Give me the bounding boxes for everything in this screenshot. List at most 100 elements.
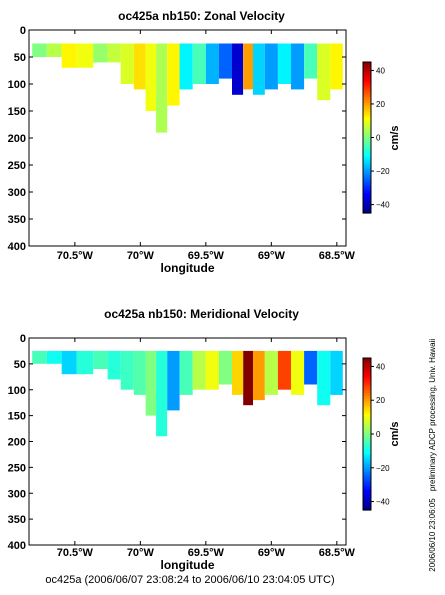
colorbar-tick-label: 40 <box>376 66 385 75</box>
colorbar-segment <box>363 150 371 154</box>
data-bin <box>46 350 62 364</box>
colorbar-segment <box>363 62 371 66</box>
colorbar-segment <box>363 104 371 108</box>
colorbar-segment <box>363 210 371 214</box>
y-tick-label: 400 <box>8 540 26 552</box>
colorbar-segment <box>363 107 371 111</box>
colorbar-segment <box>363 137 371 141</box>
data-bin <box>232 350 244 395</box>
colorbar-segment <box>363 145 371 149</box>
data-bin <box>253 43 265 95</box>
colorbar-segment <box>363 67 371 71</box>
colorbar-segment <box>363 426 371 430</box>
colorbar-tick-label: 40 <box>376 362 385 371</box>
data-bin <box>76 43 94 68</box>
data-bin <box>205 43 219 84</box>
colorbar-segment <box>363 200 371 204</box>
data-bin <box>192 350 206 390</box>
colorbar-segment <box>363 147 371 151</box>
colorbar-segment <box>363 441 371 445</box>
colorbar-segment <box>363 109 371 113</box>
side-note-date: 2006/06/10 23:06:05 <box>428 498 437 572</box>
data-bin <box>61 43 77 68</box>
colorbar-segment <box>363 428 371 433</box>
colorbar-segment <box>363 413 371 417</box>
data-bin <box>179 43 193 90</box>
colorbar-unit-label: cm/s <box>389 125 401 150</box>
colorbar-segment <box>363 502 371 506</box>
y-tick-label: 0 <box>20 333 26 345</box>
chart-title: oc425a nb150: Zonal Velocity <box>118 9 285 23</box>
colorbar-segment <box>363 451 371 455</box>
data-bin <box>145 350 157 416</box>
data-bin <box>76 350 94 375</box>
data-bin <box>120 350 134 390</box>
colorbar-tick-label: 20 <box>376 100 385 109</box>
colorbar-tick-label: 0 <box>376 430 381 439</box>
y-tick-label: 400 <box>8 241 26 253</box>
colorbar-segment <box>363 421 371 425</box>
y-tick-label: 150 <box>8 411 26 423</box>
colorbar-segment <box>363 507 371 511</box>
colorbar-segment <box>363 370 371 374</box>
colorbar-segment <box>363 172 371 176</box>
colorbar-segment <box>363 72 371 76</box>
colorbar-segment <box>363 127 371 131</box>
colorbar-segment <box>363 140 371 144</box>
data-bin <box>205 350 219 390</box>
colorbar-segment <box>363 170 371 174</box>
colorbar-segment <box>363 423 371 427</box>
colorbar-segment <box>363 187 371 191</box>
x-axis-label: longitude <box>161 558 215 572</box>
colorbar-segment <box>363 380 371 384</box>
x-axis-label: longitude <box>161 261 215 275</box>
x-tick-label: 70°W <box>127 547 155 559</box>
y-tick-label: 100 <box>8 385 26 397</box>
y-tick-label: 300 <box>8 488 26 500</box>
data-bin <box>304 350 318 385</box>
x-tick-label: 70.5°W <box>57 547 94 559</box>
colorbar-segment <box>363 64 371 68</box>
footer-time-range: oc425a (2006/06/07 23:08:24 to 2006/06/1… <box>45 574 334 586</box>
colorbar-segment <box>363 454 371 458</box>
data-bin <box>107 43 121 63</box>
colorbar-segment <box>363 504 371 509</box>
colorbar-segment <box>363 77 371 81</box>
chart-title: oc425a nb150: Meridional Velocity <box>104 307 299 321</box>
y-tick-label: 200 <box>8 133 26 145</box>
colorbar-segment <box>363 192 371 196</box>
data-bin <box>93 43 108 63</box>
colorbar-segment <box>363 464 371 468</box>
colorbar-tick-label: 0 <box>376 134 381 143</box>
colorbar-segment <box>363 411 371 415</box>
colorbar-segment <box>363 119 371 123</box>
colorbar-segment <box>363 157 371 161</box>
colorbar-segment <box>363 87 371 91</box>
colorbar-segment <box>363 117 371 121</box>
y-tick-label: 300 <box>8 187 26 199</box>
data-bin <box>133 350 146 395</box>
data-bin <box>232 43 244 95</box>
y-tick-label: 250 <box>8 462 26 474</box>
colorbar-segment <box>363 431 371 435</box>
data-bin <box>291 43 305 90</box>
x-tick-label: 69.5°W <box>188 250 225 262</box>
colorbar-segment <box>363 360 371 364</box>
colorbar-segment <box>363 499 371 503</box>
colorbar-segment <box>363 479 371 483</box>
colorbar-segment <box>363 363 371 367</box>
colorbar-segment <box>363 487 371 491</box>
colorbar-segment <box>363 175 371 179</box>
colorbar-segment <box>363 89 371 93</box>
data-bin <box>277 350 291 390</box>
colorbar-segment <box>363 358 371 362</box>
colorbar-segment <box>363 390 371 395</box>
colorbar-segment <box>363 401 371 405</box>
data-bin <box>304 43 318 79</box>
data-bin <box>167 350 180 411</box>
colorbar-segment <box>363 74 371 78</box>
colorbar-segment <box>363 185 371 189</box>
colorbar-segment <box>363 446 371 450</box>
data-bin <box>120 43 134 84</box>
colorbar-segment <box>363 434 371 438</box>
